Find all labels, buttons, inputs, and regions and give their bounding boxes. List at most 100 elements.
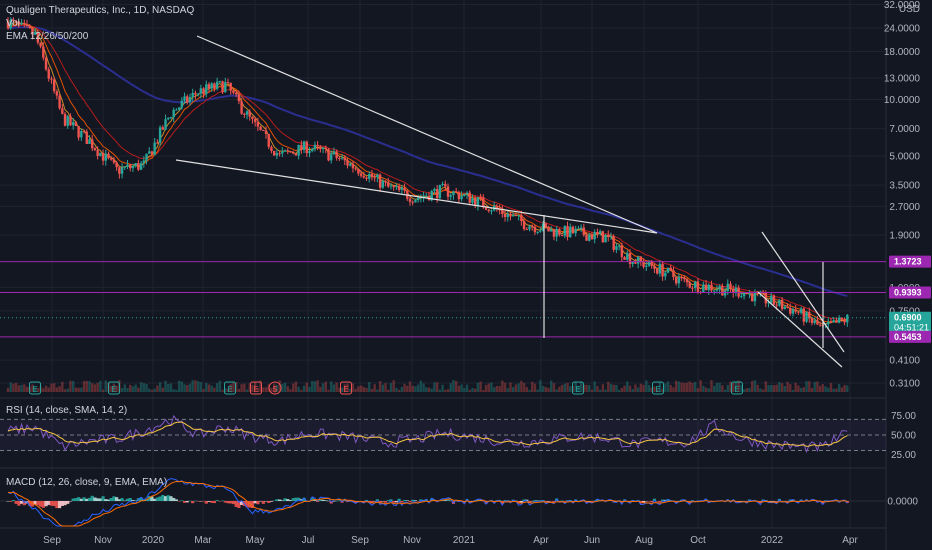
event-marker-5[interactable]: E	[340, 381, 352, 395]
macd-hist-bar-286	[783, 500, 787, 502]
macd-hist-bar-67	[188, 500, 192, 502]
candle-body-97	[270, 146, 273, 151]
volume-bar-104	[289, 389, 292, 392]
macd-hist-bar-55	[155, 497, 159, 501]
candle-body-182	[501, 210, 504, 215]
trendline-lower-wedge[interactable]	[175, 159, 658, 234]
macd-hist-bar-148	[408, 501, 412, 502]
trendline-upper-wedge[interactable]	[196, 35, 658, 234]
price-tick-label: 10.0000	[884, 95, 921, 106]
event-marker-4[interactable]: $	[268, 381, 282, 395]
volume-bar-9	[31, 384, 34, 392]
candle-body-7	[25, 24, 29, 26]
candle-body-144	[397, 186, 401, 190]
macd-hist-bar-28	[82, 497, 86, 501]
candle-body-297	[813, 320, 816, 323]
volume-bar-148	[408, 381, 412, 392]
candle-body-251	[688, 282, 691, 288]
volume-bar-70	[196, 381, 200, 392]
volume-bar-197	[541, 385, 545, 392]
volume-bar-305	[835, 388, 838, 392]
macd-hist-bar-289	[791, 499, 795, 501]
chart-title: Qualigen Therapeutics, Inc., 1D, NASDAQ	[6, 5, 194, 16]
volume-bar-13	[42, 388, 45, 392]
macd-hist-bar-82	[229, 501, 233, 504]
volume-bar-99	[275, 384, 279, 392]
candle-body-151	[416, 197, 420, 201]
macd-hist-bar-83	[231, 501, 236, 505]
price-tag-label: 0.9393	[894, 288, 922, 298]
candle-body-139	[384, 181, 387, 183]
volume-bar-267	[732, 382, 735, 392]
volume-label: Vol	[6, 18, 20, 29]
candle-body-116	[321, 147, 325, 149]
macd-hist-bar-140	[386, 500, 390, 501]
price-axis[interactable]: 32.0000 24.0000 18.0000 13.0000 10.0000 7.000…	[884, 0, 932, 528]
event-marker-6[interactable]: E	[572, 381, 584, 395]
candle-body-195	[536, 231, 539, 233]
macd-hist-bar-189	[519, 501, 523, 503]
volume-bar-157	[433, 382, 436, 392]
candle-body-150	[414, 200, 417, 203]
macd-hist-bar-97	[269, 501, 274, 502]
volume-bar-163	[449, 383, 452, 392]
macd-axis[interactable]: 0.0000	[887, 497, 918, 508]
volume-bar-240	[658, 381, 662, 392]
volume-bar-165	[454, 381, 458, 392]
time-tick-label: Sep	[43, 535, 61, 546]
candle-body-134	[370, 174, 374, 178]
candle-body-135	[373, 177, 376, 179]
volume-bar-205	[563, 383, 567, 392]
macd-hist-bar-196	[538, 500, 542, 501]
event-marker-3[interactable]: E	[250, 381, 262, 395]
candle-body-52	[148, 151, 151, 154]
candle-body-89	[248, 111, 251, 117]
volume-bar-7	[25, 386, 29, 392]
candle-body-118	[327, 149, 330, 161]
price-tick-label: 1.9000	[889, 231, 920, 242]
macd-hist-bar-43	[123, 500, 127, 502]
volume-bar-271	[742, 389, 746, 392]
trendline-small-upper[interactable]	[761, 231, 845, 353]
trendline-small-lower[interactable]	[757, 291, 843, 368]
macd-hist-bar-142	[392, 501, 396, 503]
volume-bar-237	[650, 387, 653, 392]
macd-hist-bar-42	[120, 498, 124, 501]
macd-hist-bar-60	[169, 496, 173, 501]
time-axis[interactable]: Sep Nov 2020 Mar May Jul Sep Nov 2021 Apr Jun Aug Oc…	[43, 535, 858, 546]
candle-body-253	[693, 281, 697, 289]
price-tick-label: 13.0000	[884, 74, 921, 85]
candle-body-227	[623, 257, 626, 260]
candle-body-25	[74, 122, 78, 127]
candle-body-115	[319, 146, 322, 149]
volume-bar-2	[12, 383, 15, 392]
volume-bar-234	[642, 384, 645, 392]
volume-bar-195	[536, 389, 539, 392]
macd-hist-bar-30	[87, 497, 92, 501]
volume-bar-150	[414, 386, 417, 392]
candle-body-14	[44, 57, 48, 70]
macd-hist-bar-217	[595, 498, 599, 501]
volume-bar-199	[547, 387, 550, 392]
event-marker-1[interactable]: E	[108, 381, 120, 395]
rsi-axis[interactable]: 75.00 50.00 25.00	[891, 411, 916, 461]
candle-body-307	[840, 317, 844, 320]
candle-body-295	[808, 312, 811, 319]
macd-hist-bar-64	[180, 500, 184, 501]
candle-body-285	[780, 299, 784, 309]
event-marker-2[interactable]: E	[224, 381, 236, 395]
candle-body-37	[107, 153, 110, 159]
volume-bar-29	[85, 380, 88, 392]
volume-bar-229	[628, 385, 632, 392]
event-marker-8[interactable]: E	[731, 381, 743, 395]
volume-bar-98	[272, 383, 276, 392]
candle-body-106	[294, 153, 298, 156]
candle-body-230	[631, 262, 634, 264]
volume-bar-186	[512, 387, 515, 392]
event-marker-0[interactable]: E	[29, 381, 41, 395]
event-marker-7[interactable]: E	[652, 381, 664, 395]
volume-bar-32	[93, 384, 97, 392]
volume-bar-57	[161, 387, 165, 392]
candle-body-254	[696, 281, 700, 292]
